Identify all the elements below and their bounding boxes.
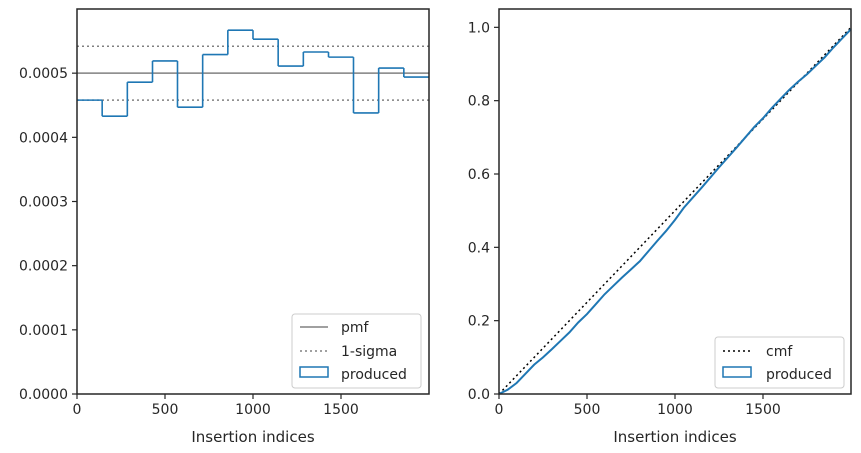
legend-produced-swatch [299, 366, 329, 378]
x-tick-label: 0 [73, 402, 82, 418]
legend-cmf-label: cmf [766, 344, 793, 360]
y-tick-label: 1.0 [468, 20, 490, 36]
x-tick-label: 1500 [745, 402, 781, 418]
cmf-x-axis-label: Insertion indices [613, 428, 736, 446]
legend-produced-swatch [722, 366, 752, 378]
y-tick-label: 0.0 [468, 387, 490, 403]
x-tick-label: 1000 [657, 402, 693, 418]
pmf-legend-box [291, 313, 422, 389]
y-tick-label: 0.0005 [19, 66, 68, 82]
y-tick-label: 0.0003 [19, 195, 68, 211]
legend-sigma-label: 1-sigma [341, 344, 397, 360]
y-tick-label: 0.0001 [19, 323, 68, 339]
x-tick-label: 0 [495, 402, 504, 418]
y-tick-label: 0.0000 [19, 387, 68, 403]
cmf-axes-frame [498, 8, 852, 395]
legend-produced-label: produced [766, 367, 832, 383]
cmf-legend-box [714, 336, 845, 389]
pmf-x-axis-label: Insertion indices [191, 428, 314, 446]
y-tick-label: 0.2 [468, 314, 490, 330]
legend-pmf-label: pmf [341, 320, 370, 336]
y-tick-label: 0.6 [468, 167, 490, 183]
cmf-chart-panel: 0 500 1000 1500 0.0 0.2 0.4 0.6 0.8 1.0 Insertio… [468, 8, 852, 446]
y-tick-label: 0.8 [468, 94, 490, 110]
y-tick-label: 0.0002 [19, 259, 68, 275]
pmf-axes-frame [76, 8, 430, 395]
legend-produced-label: produced [341, 367, 407, 383]
x-tick-label: 1000 [235, 402, 271, 418]
y-tick-label: 0.4 [468, 240, 490, 256]
pmf-chart-panel: 0 500 1000 1500 0.0000 0.0001 0.0002 0.0003 0.0… [19, 8, 430, 446]
x-tick-label: 500 [152, 402, 179, 418]
y-tick-label: 0.0004 [19, 130, 68, 146]
x-tick-label: 1500 [323, 402, 359, 418]
x-tick-label: 500 [574, 402, 601, 418]
produced-cumulative-line [498, 28, 852, 395]
cmf-legend: cmf produced [714, 336, 845, 389]
pmf-legend: pmf 1-sigma produced [291, 313, 422, 389]
